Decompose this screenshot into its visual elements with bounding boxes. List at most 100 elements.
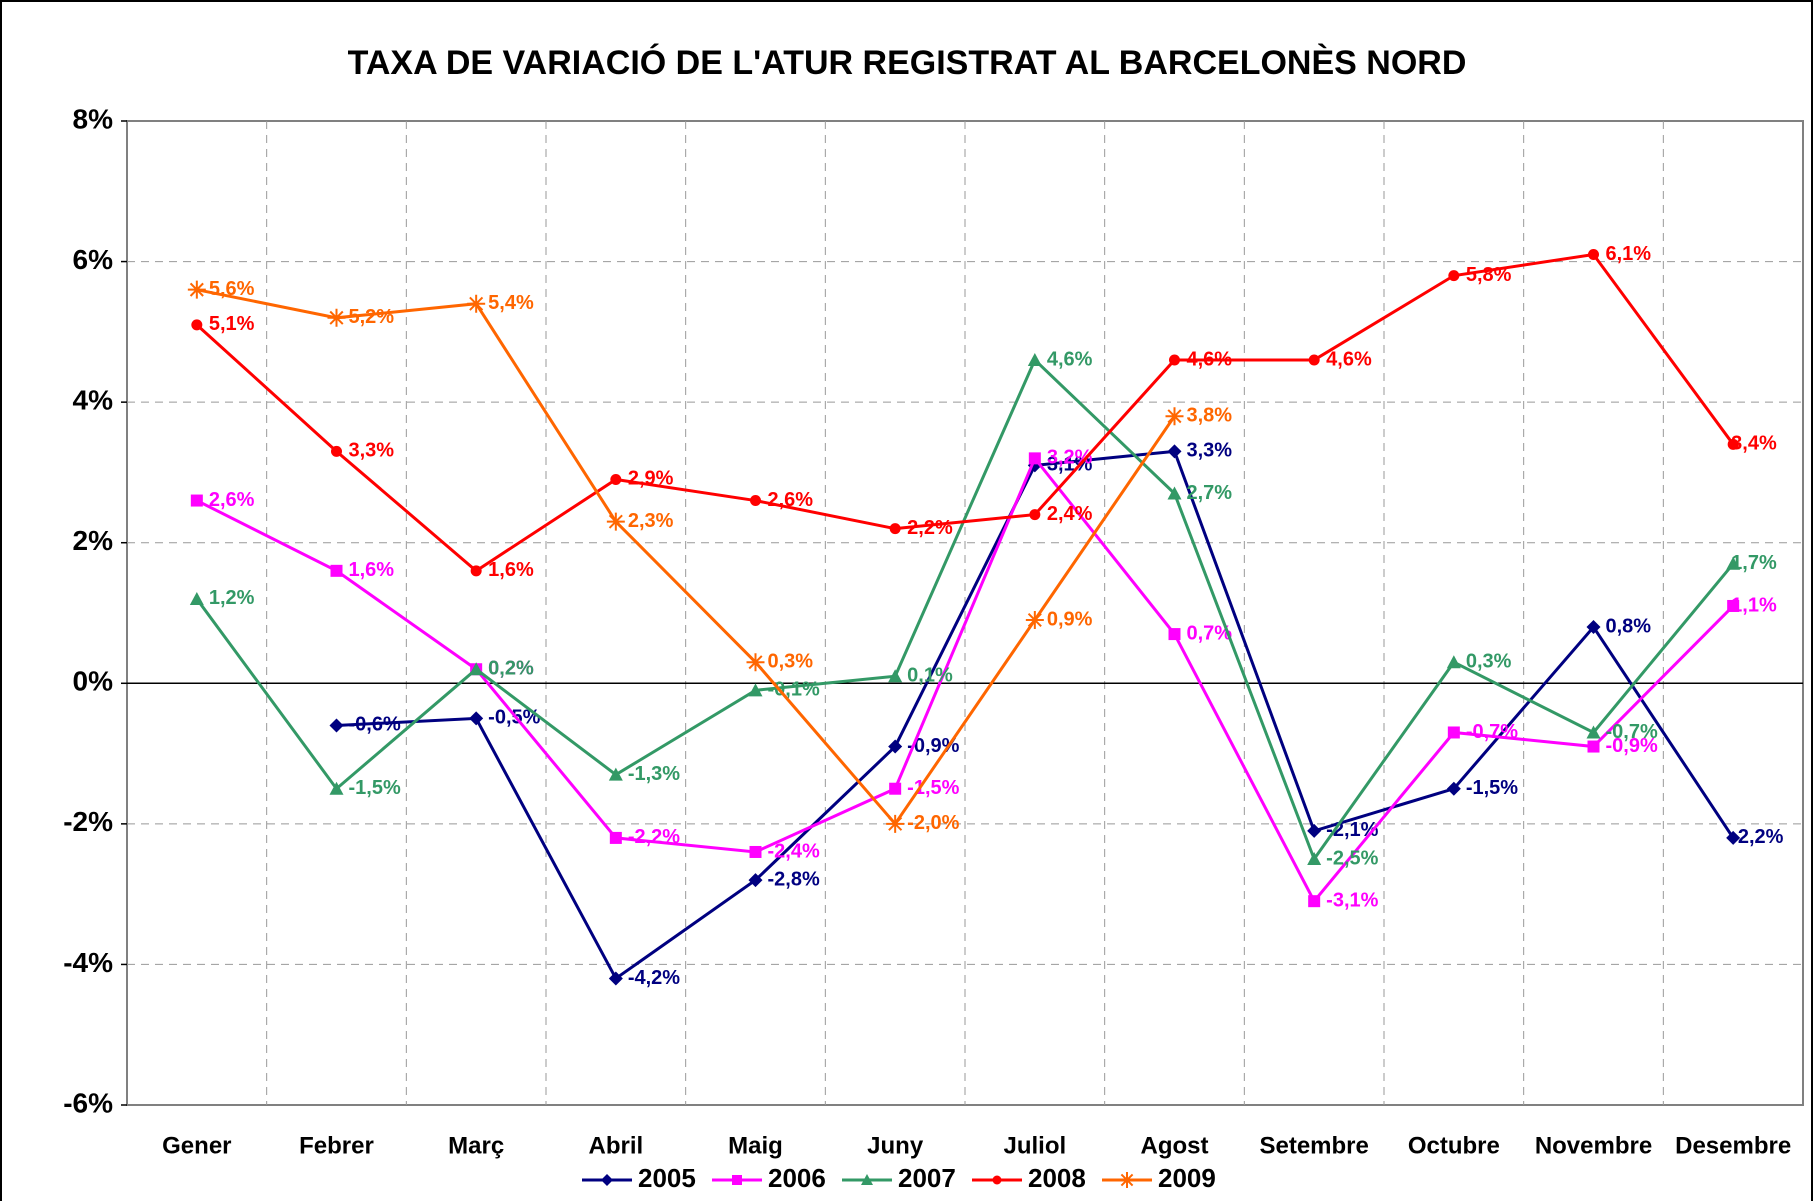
x-tick-label: Juliol xyxy=(1003,1132,1066,1159)
data-label: 1,7% xyxy=(1731,552,1777,574)
legend-label: 2005 xyxy=(638,1163,696,1193)
marker xyxy=(469,711,484,726)
y-tick-label: 0% xyxy=(73,666,114,697)
data-label: 2,6% xyxy=(768,489,814,511)
marker xyxy=(1028,452,1041,465)
legend-label: 2008 xyxy=(1028,1163,1086,1193)
data-label: 4,6% xyxy=(1187,348,1233,370)
marker xyxy=(330,564,343,577)
x-tick-label: Gener xyxy=(162,1132,231,1159)
marker xyxy=(1029,509,1041,521)
marker xyxy=(1446,655,1461,669)
marker xyxy=(327,308,346,327)
marker xyxy=(889,782,902,795)
data-label: 3,1% xyxy=(1047,454,1093,476)
y-tick-label: -6% xyxy=(63,1087,113,1118)
marker xyxy=(1167,444,1182,459)
data-label: -1,3% xyxy=(628,763,680,785)
marker xyxy=(1308,895,1321,908)
marker xyxy=(1727,599,1740,612)
marker xyxy=(888,739,903,754)
data-label: 0,2% xyxy=(488,658,534,680)
marker xyxy=(1169,354,1180,366)
marker xyxy=(1727,438,1739,450)
y-tick-label: 2% xyxy=(73,525,114,556)
marker xyxy=(331,445,342,457)
marker xyxy=(1308,354,1320,366)
marker xyxy=(1168,628,1181,641)
data-label: -0,9% xyxy=(1606,735,1658,757)
data-label: -2,5% xyxy=(1326,847,1378,869)
marker xyxy=(606,512,625,531)
data-label: 4,6% xyxy=(1326,348,1372,370)
data-label: 2,9% xyxy=(628,468,674,490)
series-line xyxy=(195,357,1735,863)
series-line xyxy=(196,455,1735,904)
marker xyxy=(748,683,763,697)
y-tick-label: 4% xyxy=(73,385,114,416)
marker xyxy=(187,280,206,299)
marker xyxy=(889,523,901,535)
marker xyxy=(189,591,204,605)
y-tick-label: 6% xyxy=(73,244,114,275)
x-tick-label: Desembre xyxy=(1675,1132,1791,1159)
y-tick-label: -4% xyxy=(63,947,113,978)
marker xyxy=(608,971,623,986)
marker xyxy=(1447,726,1460,739)
data-label: -2,8% xyxy=(768,868,820,890)
legend-marker xyxy=(732,1175,742,1185)
x-tick-label: Juny xyxy=(867,1132,924,1159)
x-tick-label: Agost xyxy=(1141,1132,1209,1159)
data-label: -3,1% xyxy=(1326,889,1378,911)
x-tick-label: Octubre xyxy=(1408,1132,1500,1159)
marker xyxy=(1307,823,1322,838)
marker xyxy=(750,495,761,507)
marker xyxy=(469,662,484,676)
data-label: -0,1% xyxy=(768,679,820,701)
data-label: -2,4% xyxy=(768,840,820,862)
data-label: 3,3% xyxy=(349,440,395,462)
data-label: 1,6% xyxy=(488,559,534,581)
data-label: 2,7% xyxy=(1187,482,1233,504)
legend-marker xyxy=(1119,1172,1135,1188)
data-label: 2,3% xyxy=(628,510,674,532)
marker xyxy=(746,653,765,672)
x-tick-label: Maig xyxy=(728,1132,783,1159)
data-label: -1,5% xyxy=(907,777,959,799)
x-tick-label: Març xyxy=(448,1132,504,1159)
data-label: 0,2% xyxy=(488,658,534,680)
marker xyxy=(1586,725,1601,739)
data-label: -2,2% xyxy=(628,826,680,848)
marker xyxy=(749,845,762,858)
marker xyxy=(888,669,903,683)
data-label: 2,6% xyxy=(209,489,255,511)
y-tick-label: -2% xyxy=(63,806,113,837)
data-label: -1,5% xyxy=(349,777,401,799)
data-label: -2,0% xyxy=(907,812,959,834)
marker xyxy=(1448,270,1460,282)
x-tick-label: Abril xyxy=(588,1132,643,1159)
data-label: 6,1% xyxy=(1606,243,1652,265)
data-label: 0,7% xyxy=(1187,622,1233,644)
marker xyxy=(886,814,905,833)
marker xyxy=(1446,781,1461,796)
marker xyxy=(1167,486,1182,500)
series-line xyxy=(196,288,1176,827)
data-label: 1,2% xyxy=(209,587,255,609)
marker xyxy=(1586,620,1601,635)
marker xyxy=(748,873,763,888)
data-label: 1,1% xyxy=(1731,594,1777,616)
legend-label: 2007 xyxy=(898,1163,956,1193)
marker xyxy=(610,473,622,485)
data-label: 4,6% xyxy=(1047,348,1093,370)
data-label: 3,3% xyxy=(1187,440,1233,462)
x-tick-label: Setembre xyxy=(1259,1132,1368,1159)
data-label: 5,6% xyxy=(209,278,255,300)
marker xyxy=(1587,740,1600,753)
data-label: 5,4% xyxy=(488,292,534,314)
data-label: -1,5% xyxy=(1466,777,1518,799)
data-label: 0,8% xyxy=(1606,615,1652,637)
marker xyxy=(1025,611,1044,630)
data-label: 3,8% xyxy=(1187,404,1233,426)
